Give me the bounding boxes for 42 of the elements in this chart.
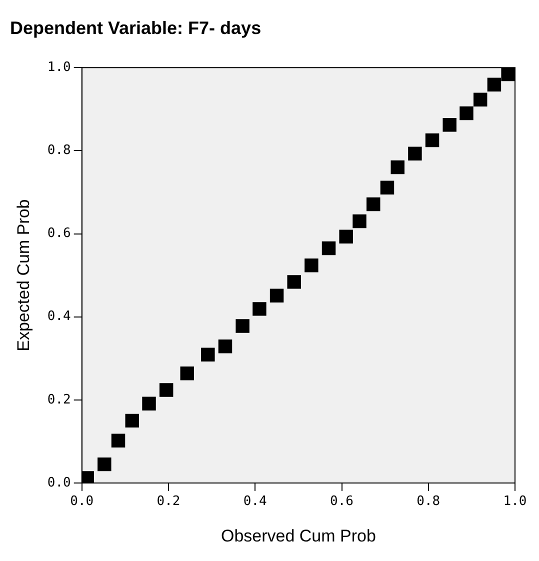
point <box>460 106 474 120</box>
chart-title: Dependent Variable: F7- days <box>10 18 262 38</box>
point <box>390 160 404 174</box>
point <box>487 78 502 92</box>
y-tick-label: 0.0 <box>47 475 71 490</box>
y-tick-label: 1.0 <box>47 60 71 75</box>
point <box>159 383 174 397</box>
point <box>425 133 440 148</box>
y-tick-label: 0.6 <box>47 226 71 242</box>
point <box>142 396 156 411</box>
point <box>125 414 139 428</box>
point <box>270 288 284 303</box>
y-axis-title: Expected Cum Prob <box>14 199 33 352</box>
point <box>442 118 456 132</box>
point <box>201 348 215 362</box>
y-tick-label: 0.4 <box>47 309 72 324</box>
x-tick-label: 0.0 <box>70 494 94 510</box>
x-tick-label: 0.6 <box>330 494 354 510</box>
point <box>111 434 126 448</box>
y-tick-label: 0.8 <box>47 143 71 158</box>
point <box>287 275 301 289</box>
point <box>218 339 232 354</box>
x-tick-label: 0.8 <box>416 494 440 510</box>
point <box>236 319 250 333</box>
y-tick-label: 0.2 <box>47 392 71 408</box>
point <box>322 241 336 256</box>
x-tick-label: 1.0 <box>503 494 527 510</box>
point <box>252 302 266 316</box>
point <box>366 197 380 212</box>
point <box>339 230 353 244</box>
point <box>98 457 112 472</box>
point <box>180 366 194 380</box>
point <box>82 471 94 483</box>
x-tick-label: 0.4 <box>243 494 268 510</box>
point <box>304 258 318 272</box>
x-tick-label: 0.2 <box>156 494 180 510</box>
point <box>473 92 488 106</box>
x-axis-title: Observed Cum Prob <box>220 526 376 546</box>
point <box>352 214 366 228</box>
point <box>501 68 515 82</box>
point <box>380 180 394 195</box>
point <box>408 146 422 160</box>
